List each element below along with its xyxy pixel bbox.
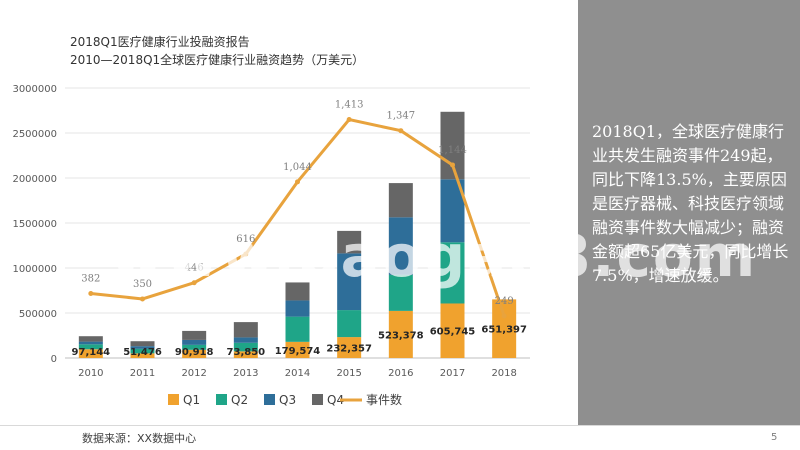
y-tick-label: 1500000 <box>12 219 57 230</box>
bar-q4 <box>78 336 103 342</box>
legend-label: 事件数 <box>366 392 402 407</box>
bar-q3 <box>182 339 207 345</box>
q1-value-label: 97,144 <box>72 347 111 358</box>
event-count-point <box>140 296 145 302</box>
x-tick-label: 2017 <box>440 368 465 379</box>
x-tick-label: 2014 <box>285 368 310 379</box>
bar-q1 <box>440 303 465 358</box>
event-count-point <box>295 179 300 185</box>
q1-value-label: 605,745 <box>430 327 476 338</box>
bar-q2 <box>182 344 207 350</box>
bar-q4 <box>337 230 362 254</box>
legend-swatch-q3 <box>264 394 275 405</box>
legend-swatch-q2 <box>216 394 227 405</box>
bar-q2 <box>130 348 155 354</box>
q1-value-label: 179,574 <box>275 346 321 357</box>
bar-q3 <box>337 253 362 311</box>
event-count-label: 382 <box>81 274 100 285</box>
bar-q1 <box>285 341 310 358</box>
footer-bar <box>0 425 800 450</box>
bar-q4 <box>233 322 258 338</box>
q1-value-label: 51,476 <box>123 347 162 358</box>
x-tick-label: 2013 <box>233 368 258 379</box>
legend-label: Q2 <box>231 393 248 407</box>
page-number: 5 <box>771 432 778 443</box>
bar-q1 <box>130 353 155 358</box>
x-tick-label: 2015 <box>336 368 361 379</box>
chart-legend: Q1 Q2 Q3 Q4 事件数 <box>168 392 402 407</box>
y-tick-label: 2000000 <box>12 174 57 185</box>
legend-label: Q3 <box>279 393 296 407</box>
event-count-label: 1,413 <box>335 100 364 111</box>
event-count-label: 616 <box>236 234 255 245</box>
bar-q1 <box>78 349 103 358</box>
event-count-label: 1,044 <box>283 162 312 173</box>
bar-q3 <box>233 337 258 343</box>
y-tick-label: 0 <box>51 354 57 365</box>
x-tick-label: 2012 <box>181 368 206 379</box>
bar-q3 <box>388 217 413 275</box>
bar-q2 <box>388 274 413 311</box>
bar-q4 <box>388 183 413 218</box>
event-count-label: 350 <box>133 279 152 290</box>
chart-subtitle: 2010—2018Q1全球医疗健康行业融资趋势（万美元） <box>70 53 365 67</box>
event-count-point <box>346 117 352 123</box>
y-axis: 0 500000 1000000 1500000 2000000 2500000 30000… <box>12 84 57 365</box>
x-tick-label: 2016 <box>388 368 413 379</box>
x-tick-label: 2010 <box>78 368 103 379</box>
y-tick-label: 3000000 <box>12 84 57 95</box>
bar-q2 <box>285 316 310 342</box>
bar-q2 <box>233 342 258 352</box>
bar-q1 <box>233 351 258 358</box>
bar-q3 <box>285 300 310 317</box>
event-count-label: 249 <box>495 296 514 307</box>
summary-panel: 2018Q1，全球医疗健康行业共发生融资事件249起，同比下降13.5%，主要原… <box>578 0 800 425</box>
bar-q4 <box>130 341 155 347</box>
event-count-point <box>450 162 455 168</box>
bar-q1 <box>182 349 207 358</box>
financing-trend-chart: 0 500000 1000000 1500000 2000000 2500000 30000… <box>12 84 530 407</box>
data-labels: 382 350 446 616 1,044 1,413 1,347 1,144 249 97,14… <box>72 100 527 358</box>
x-axis: 2010 2011 2012 2013 2014 2015 2016 2017 2018 <box>78 368 517 379</box>
event-count-line <box>88 117 507 319</box>
bar-q1 <box>337 337 362 358</box>
event-count-point <box>501 313 507 319</box>
bar-q1 <box>388 310 413 358</box>
bar-q2 <box>78 344 103 350</box>
event-count-label: 1,144 <box>438 145 467 156</box>
legend-swatch-q1 <box>168 394 179 405</box>
event-count-label: 1,347 <box>387 111 416 122</box>
q1-value-label: 651,397 <box>481 325 527 336</box>
legend-label: Q1 <box>183 393 200 407</box>
bar-q3 <box>78 341 103 345</box>
bar-q4 <box>182 330 207 340</box>
legend-swatch-q4 <box>312 394 323 405</box>
y-tick-label: 500000 <box>19 309 57 320</box>
stacked-bars <box>78 111 517 358</box>
y-tick-label: 1000000 <box>12 264 57 275</box>
legend-label: Q4 <box>327 393 344 407</box>
y-tick-label: 2500000 <box>12 129 57 140</box>
bar-q3 <box>130 346 155 349</box>
q1-value-label: 232,357 <box>326 344 372 355</box>
q1-value-label: 73,850 <box>227 347 266 358</box>
summary-text: 2018Q1，全球医疗健康行业共发生融资事件249起，同比下降13.5%，主要原… <box>592 122 789 285</box>
data-source: 数据来源：XX数据中心 <box>82 432 197 445</box>
bar-q1 <box>492 299 517 358</box>
chart-title: 2018Q1医疗健康行业投融资报告 <box>70 35 250 49</box>
event-count-point <box>191 280 197 286</box>
bar-q2 <box>337 310 362 338</box>
x-tick-label: 2018 <box>491 368 516 379</box>
x-tick-label: 2011 <box>130 368 155 379</box>
event-count-point <box>398 128 404 134</box>
event-count-point <box>243 251 249 257</box>
event-count-point <box>88 291 94 297</box>
event-count-label: 446 <box>185 263 204 274</box>
q1-value-label: 90,918 <box>175 347 214 358</box>
bar-q4 <box>285 282 310 301</box>
q1-value-label: 523,378 <box>378 330 424 341</box>
bar-q2 <box>440 242 465 304</box>
